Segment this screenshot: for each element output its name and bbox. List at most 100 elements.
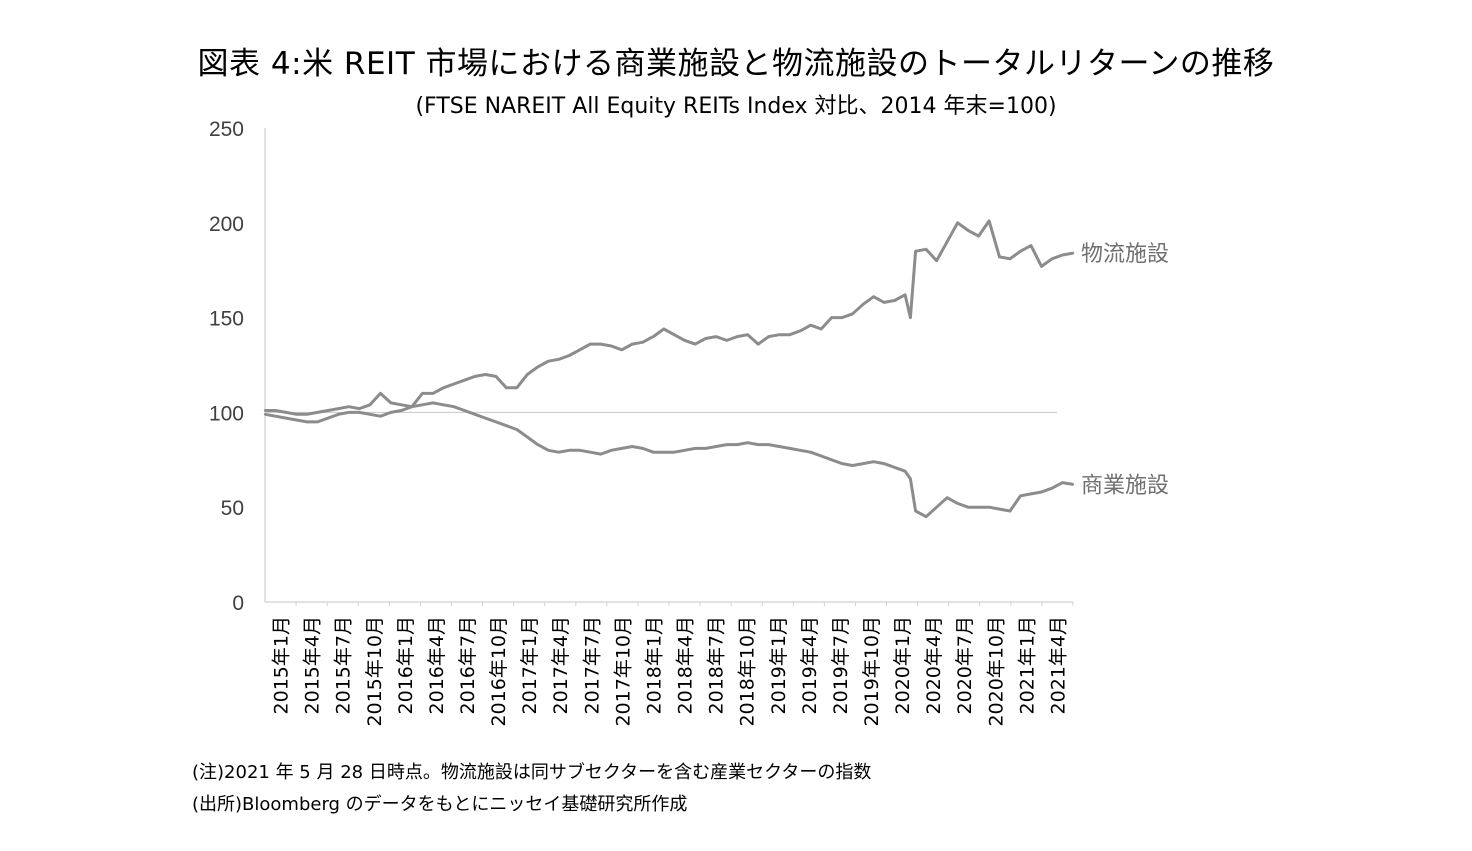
data-point — [673, 451, 676, 454]
data-point — [725, 339, 728, 342]
x-tick-label: 2015年4月 — [302, 616, 324, 714]
data-point — [620, 348, 623, 351]
data-point — [515, 428, 518, 431]
data-point — [421, 392, 424, 395]
data-point — [494, 420, 498, 424]
chart-subtitle: (FTSE NAREIT All Equity REITs Index 対比、2… — [415, 94, 1057, 119]
data-point — [1008, 257, 1012, 260]
data-point — [568, 449, 571, 452]
data-point — [284, 411, 288, 414]
data-point — [652, 335, 655, 338]
data-point — [704, 337, 707, 340]
data-point — [652, 451, 655, 454]
data-point — [536, 443, 539, 446]
data-point — [484, 416, 487, 420]
data-point — [715, 335, 718, 338]
data-point — [368, 403, 372, 406]
data-point — [903, 293, 907, 296]
data-point — [945, 240, 949, 243]
x-tick-label: 2019年7月 — [830, 616, 852, 714]
data-point — [1050, 487, 1054, 490]
y-tick-label: 200 — [209, 213, 244, 236]
data-point — [998, 507, 1001, 511]
data-point — [1050, 257, 1054, 260]
x-tick-label: 2018年1月 — [643, 616, 665, 714]
data-point — [861, 462, 865, 465]
data-point — [956, 221, 959, 224]
data-point — [368, 413, 372, 416]
data-point — [400, 403, 403, 406]
data-point — [1071, 251, 1075, 255]
data-point — [631, 445, 634, 448]
data-point — [778, 333, 781, 336]
data-point — [840, 462, 844, 465]
data-point — [316, 411, 319, 414]
data-point — [694, 447, 697, 450]
data-point — [1029, 492, 1033, 496]
data-point — [715, 445, 718, 448]
data-point — [861, 303, 865, 306]
x-tick-label: 2016年4月 — [426, 616, 448, 714]
data-point — [1061, 481, 1064, 484]
data-point — [484, 373, 487, 376]
x-tick-label: 2015年10月 — [364, 616, 386, 727]
data-point — [578, 449, 581, 452]
data-point — [893, 299, 896, 302]
y-tick-label: 100 — [209, 402, 244, 425]
data-point — [1029, 244, 1033, 247]
data-point — [882, 462, 886, 465]
data-point — [1061, 253, 1064, 257]
data-point — [909, 477, 912, 480]
series-retail: 商業施設 — [263, 401, 1169, 519]
data-point — [872, 460, 875, 463]
data-point — [274, 409, 277, 412]
data-point — [1008, 509, 1012, 513]
data-point — [473, 375, 477, 378]
series-logistics: 物流施設 — [263, 219, 1169, 416]
chart-source: (出所)Bloomberg のデータをもとにニッセイ基礎研究所作成 — [192, 794, 688, 815]
data-point — [767, 335, 770, 338]
data-point — [1071, 483, 1075, 486]
data-point — [389, 411, 393, 414]
data-point — [662, 327, 665, 331]
data-point — [400, 409, 403, 412]
data-point — [935, 259, 938, 262]
data-point — [778, 445, 781, 448]
data-point — [505, 424, 508, 427]
data-point — [358, 411, 361, 414]
data-point — [442, 386, 445, 389]
data-point — [263, 413, 267, 416]
data-point — [557, 451, 560, 454]
chart-plot: 0 50 100 150 200 250 2015年1月 2015年4月 2015年7月 2015… — [209, 118, 1169, 727]
data-point — [547, 449, 550, 452]
data-point — [494, 375, 498, 378]
data-point — [452, 405, 456, 408]
x-tick-label: 2015年7月 — [333, 616, 355, 714]
data-point — [557, 358, 560, 361]
x-tick-label: 2021年4月 — [1047, 616, 1069, 714]
data-point — [840, 316, 844, 319]
data-point — [547, 360, 550, 363]
x-tick-label: 2019年4月 — [799, 616, 821, 714]
data-point — [358, 407, 361, 410]
data-point — [799, 449, 802, 452]
data-point — [641, 447, 644, 450]
x-tick-label: 2017年10月 — [612, 616, 634, 727]
x-tick-label: 2017年1月 — [519, 616, 541, 714]
data-point — [1040, 265, 1043, 268]
data-point — [526, 435, 529, 439]
data-point — [830, 458, 833, 461]
data-point — [463, 409, 466, 412]
data-point — [631, 342, 634, 346]
data-point — [662, 451, 665, 454]
x-tick-label: 2020年7月 — [954, 616, 976, 714]
data-point — [1040, 490, 1043, 494]
data-point — [820, 454, 823, 458]
data-point — [851, 312, 854, 315]
data-point — [284, 416, 288, 420]
data-point — [830, 316, 833, 319]
data-point — [641, 341, 644, 344]
data-point — [966, 229, 970, 232]
y-tick-label: 50 — [221, 497, 244, 520]
data-point — [610, 344, 613, 348]
